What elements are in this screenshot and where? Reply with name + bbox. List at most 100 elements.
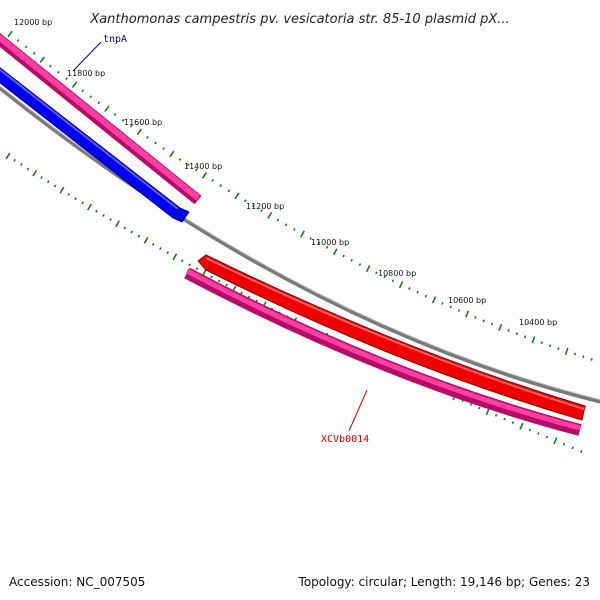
- scale-tick: [478, 406, 481, 410]
- scale-tick: [115, 220, 120, 228]
- scale-tick: [503, 417, 506, 421]
- tick-label: 11400 bp: [184, 162, 222, 171]
- scale-tick: [67, 192, 71, 196]
- scale-tick: [523, 335, 527, 339]
- scale-tick: [383, 275, 386, 279]
- scale-tick: [87, 203, 92, 211]
- scale-tick: [188, 263, 191, 267]
- scale-tick: [482, 319, 485, 323]
- scale-tick: [416, 290, 419, 294]
- gene-label-tnpA[interactable]: tnpA: [103, 34, 127, 45]
- scale-tick: [186, 163, 190, 167]
- scale-tick: [40, 176, 43, 179]
- scale-tick: [180, 259, 184, 263]
- scale-tick: [300, 230, 305, 238]
- gene-tnpA-arrow[interactable]: [0, 60, 190, 223]
- scale-tick: [225, 283, 228, 287]
- gene-label-XCVb0014[interactable]: XCVb0014: [321, 434, 369, 445]
- scale-tick: [136, 128, 143, 136]
- scale-tick: [424, 294, 428, 298]
- scale-tick: [284, 223, 288, 227]
- scale-tick: [398, 281, 404, 289]
- scale-tick: [515, 332, 519, 336]
- scale-tick: [342, 254, 345, 258]
- scale-tick: [490, 322, 494, 326]
- scale-tick: [129, 124, 133, 128]
- scale-tick: [571, 446, 574, 450]
- scale-tick: [537, 432, 540, 435]
- scale-tick: [545, 435, 549, 439]
- scale-tick: [540, 341, 543, 345]
- scale-tick: [81, 201, 84, 205]
- scale-tick: [195, 267, 199, 271]
- scale-tick: [465, 310, 470, 318]
- cds-feature-inner-reverse: [184, 267, 582, 436]
- scale-tick: [162, 147, 166, 150]
- scale-tick: [485, 408, 490, 416]
- XCVb0014-label-connector: [348, 389, 368, 432]
- scale-tick: [26, 167, 30, 171]
- scale-tick: [178, 157, 182, 161]
- scale-tick: [247, 295, 251, 299]
- scale-tick: [309, 237, 312, 240]
- scale-tick: [531, 336, 536, 344]
- scale-tick: [408, 287, 411, 290]
- scale-tick: [217, 279, 221, 283]
- scale-tick: [32, 52, 36, 55]
- scale-tick: [32, 169, 38, 177]
- scale-tick: [553, 437, 558, 445]
- scale-tick: [590, 358, 593, 361]
- tick-label: 11000 bp: [311, 238, 349, 247]
- scale-tick: [113, 113, 117, 116]
- scale-tick: [474, 315, 477, 319]
- scale-tick: [562, 442, 566, 446]
- scale-tick: [24, 45, 28, 49]
- scale-tick: [582, 355, 585, 359]
- scale-tick: [121, 118, 125, 122]
- scale-tick: [580, 450, 583, 453]
- scale-tick: [169, 150, 175, 158]
- backbone-circle: [0, 85, 600, 404]
- scale-tick: [210, 275, 213, 279]
- scale-tick: [276, 218, 280, 222]
- tick-label: 10400 bp: [519, 318, 557, 327]
- scale-tick: [172, 253, 178, 261]
- scale-tick: [350, 258, 354, 262]
- tick-label: 10600 bp: [448, 296, 486, 305]
- scale-tick: [469, 402, 473, 406]
- scale-tick: [243, 199, 247, 203]
- scale-tick: [7, 30, 13, 38]
- scale-tick: [13, 158, 16, 162]
- scale-tick: [431, 296, 437, 304]
- scale-tick: [358, 263, 362, 266]
- backbone-circle-highlight: [0, 85, 600, 401]
- gene-XCVb0014-highlight: [205, 257, 585, 410]
- scale-tick: [46, 180, 50, 184]
- scale-tick: [293, 228, 296, 231]
- scale-tick: [564, 347, 569, 355]
- scale-tick: [65, 77, 68, 80]
- topology-summary-text: Topology: circular; Length: 19,146 bp; G…: [298, 575, 590, 589]
- tick-label: 12000 bp: [14, 18, 52, 27]
- scale-tick: [5, 152, 11, 160]
- scale-tick: [57, 70, 60, 74]
- scale-tick: [528, 428, 532, 432]
- gene-XCVb0014-arrow[interactable]: [197, 254, 586, 421]
- scale-tick: [519, 422, 524, 430]
- scale-tick: [511, 421, 515, 425]
- scale-tick: [557, 347, 560, 350]
- scale-tick: [48, 64, 52, 68]
- scale-tick: [123, 226, 126, 230]
- gene-tnpA-highlight: [0, 68, 179, 210]
- scale-tick: [89, 95, 93, 99]
- scale-tick: [441, 301, 444, 305]
- tick-label: 11800 bp: [67, 69, 105, 78]
- scale-tick: [211, 179, 214, 182]
- scale-tick: [166, 251, 169, 255]
- scale-tick: [260, 209, 263, 212]
- scale-tick: [109, 218, 112, 222]
- scale-tick: [573, 352, 577, 356]
- tick-label: 10800 bp: [378, 269, 416, 278]
- scale-tick: [151, 243, 155, 246]
